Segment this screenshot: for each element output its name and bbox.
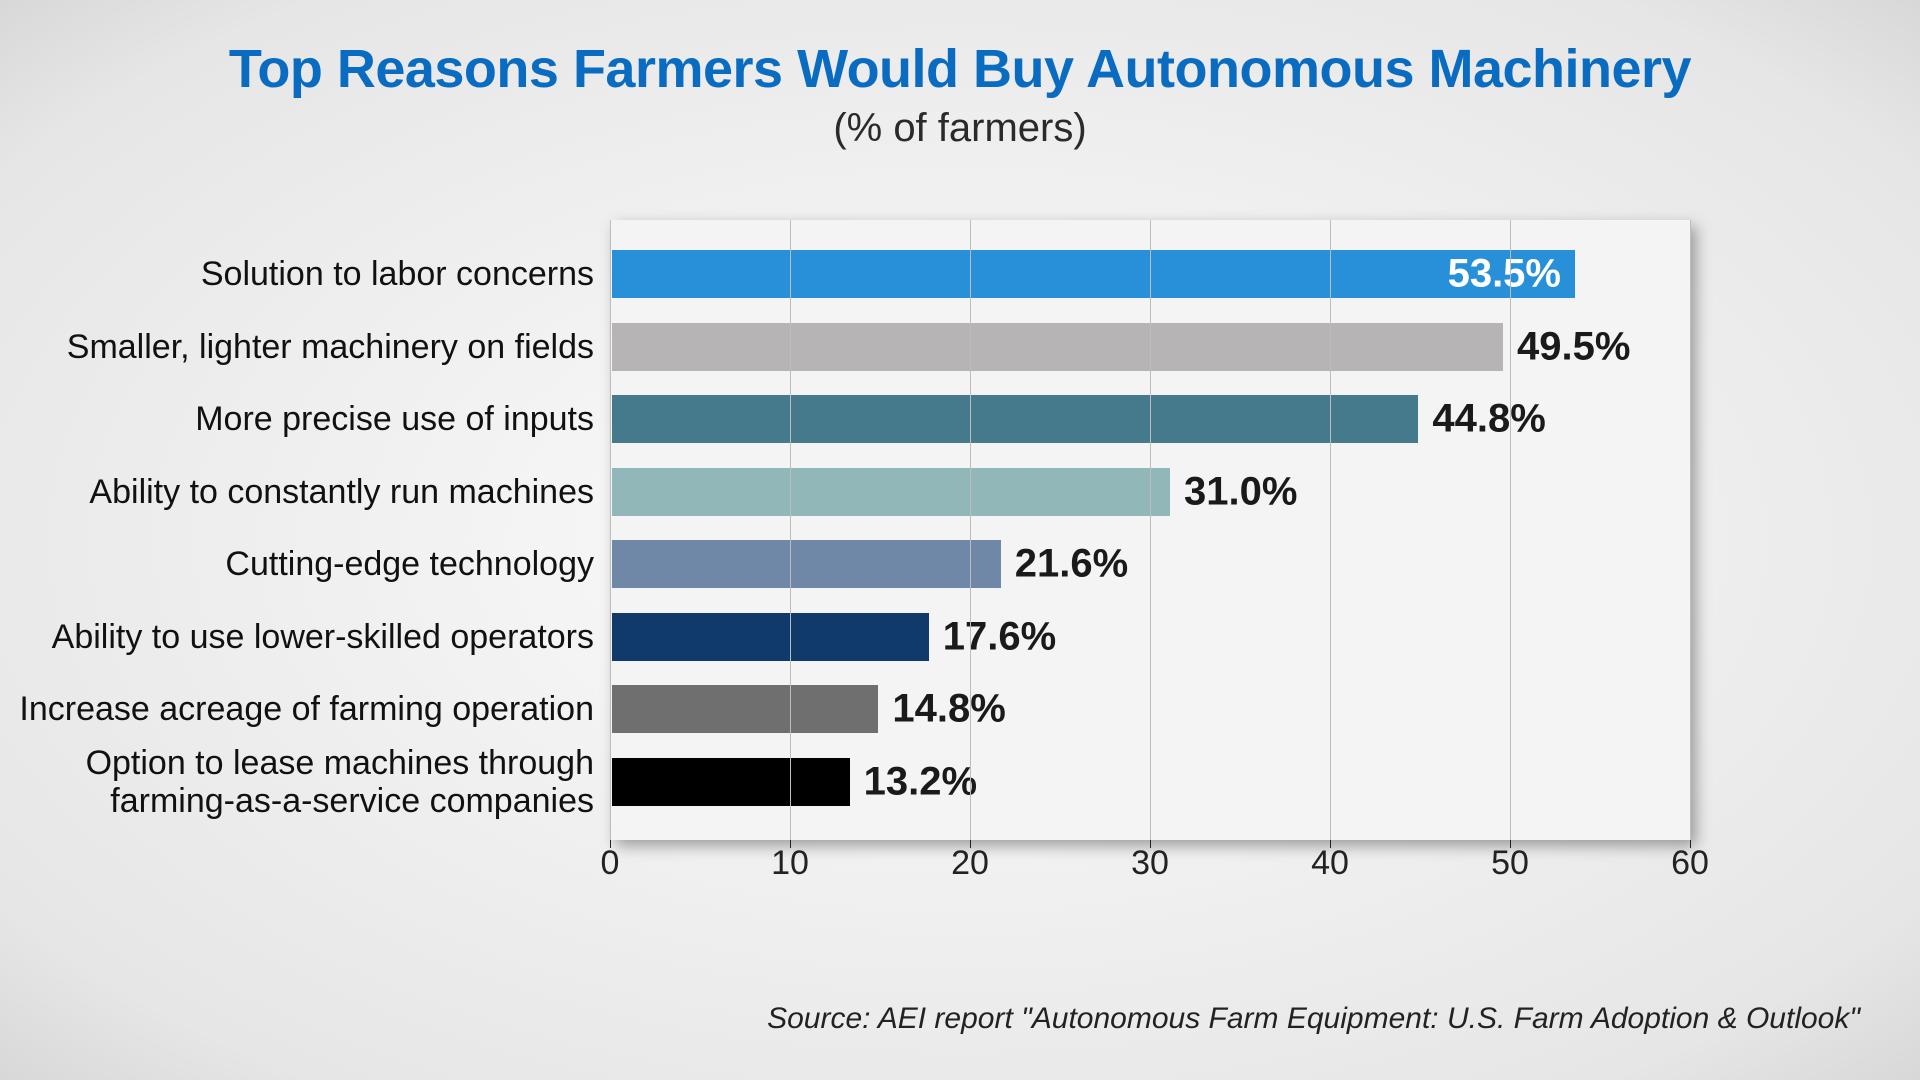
- bar-value: 14.8%: [892, 687, 1005, 732]
- bar-label: More precise use of inputs: [14, 400, 612, 438]
- bar-label: Solution to labor concerns: [14, 255, 612, 293]
- x-axis: 0102030405060: [610, 840, 1690, 900]
- source-text: Source: AEI report "Autonomous Farm Equi…: [767, 1002, 1860, 1036]
- bar-value: 21.6%: [1015, 542, 1128, 587]
- gridline: [1510, 220, 1511, 840]
- bar-label: Ability to use lower-skilled operators: [14, 618, 612, 656]
- x-tick-label: 0: [601, 844, 620, 883]
- chart-subtitle: (% of farmers): [0, 106, 1920, 151]
- bar: 21.6%: [612, 540, 1001, 588]
- bar-value: 44.8%: [1432, 397, 1545, 442]
- gridline: [970, 220, 971, 840]
- gridline: [790, 220, 791, 840]
- bar-value: 13.2%: [864, 759, 977, 804]
- bar: 17.6%: [612, 613, 929, 661]
- bar-value: 17.6%: [943, 614, 1056, 659]
- title-block: Top Reasons Farmers Would Buy Autonomous…: [0, 0, 1920, 151]
- x-tick-label: 20: [951, 844, 989, 883]
- gridline: [1690, 220, 1691, 840]
- bar-row: Solution to labor concerns53.5%: [612, 246, 1690, 302]
- bar: 31.0%: [612, 468, 1170, 516]
- x-tick-label: 50: [1491, 844, 1529, 883]
- chart-title: Top Reasons Farmers Would Buy Autonomous…: [0, 38, 1920, 100]
- bar: 13.2%: [612, 758, 850, 806]
- bar-value: 31.0%: [1184, 469, 1297, 514]
- bar-row: Increase acreage of farming operation14.…: [612, 681, 1690, 737]
- bar-label: Option to lease machines throughfarming-…: [14, 744, 612, 820]
- bar-label: Increase acreage of farming operation: [14, 690, 612, 728]
- bar: 53.5%: [612, 250, 1575, 298]
- gridline: [1150, 220, 1151, 840]
- x-tick-label: 30: [1131, 844, 1169, 883]
- bars-container: Solution to labor concerns53.5% Smaller, …: [612, 238, 1690, 818]
- bar: 44.8%: [612, 395, 1418, 443]
- x-tick-label: 10: [771, 844, 809, 883]
- x-tick-label: 60: [1671, 844, 1709, 883]
- bar-label: Ability to constantly run machines: [14, 473, 612, 511]
- gridline: [610, 220, 611, 840]
- bar-row: Ability to constantly run machines31.0%: [612, 464, 1690, 520]
- gridline: [1330, 220, 1331, 840]
- bar-value: 49.5%: [1517, 324, 1630, 369]
- chart-area: Solution to labor concerns53.5% Smaller, …: [610, 220, 1690, 840]
- bar: 49.5%: [612, 323, 1503, 371]
- bar-label: Cutting-edge technology: [14, 545, 612, 583]
- bar-label: Smaller, lighter machinery on fields: [14, 328, 612, 366]
- bar-row: Ability to use lower-skilled operators17…: [612, 609, 1690, 665]
- bar-row: Smaller, lighter machinery on fields49.5…: [612, 319, 1690, 375]
- x-tick-label: 40: [1311, 844, 1349, 883]
- bar-row: Cutting-edge technology21.6%: [612, 536, 1690, 592]
- bar-row: More precise use of inputs44.8%: [612, 391, 1690, 447]
- bar-row: Option to lease machines throughfarming-…: [612, 754, 1690, 810]
- bar-value: 53.5%: [1448, 252, 1561, 297]
- bar: 14.8%: [612, 685, 878, 733]
